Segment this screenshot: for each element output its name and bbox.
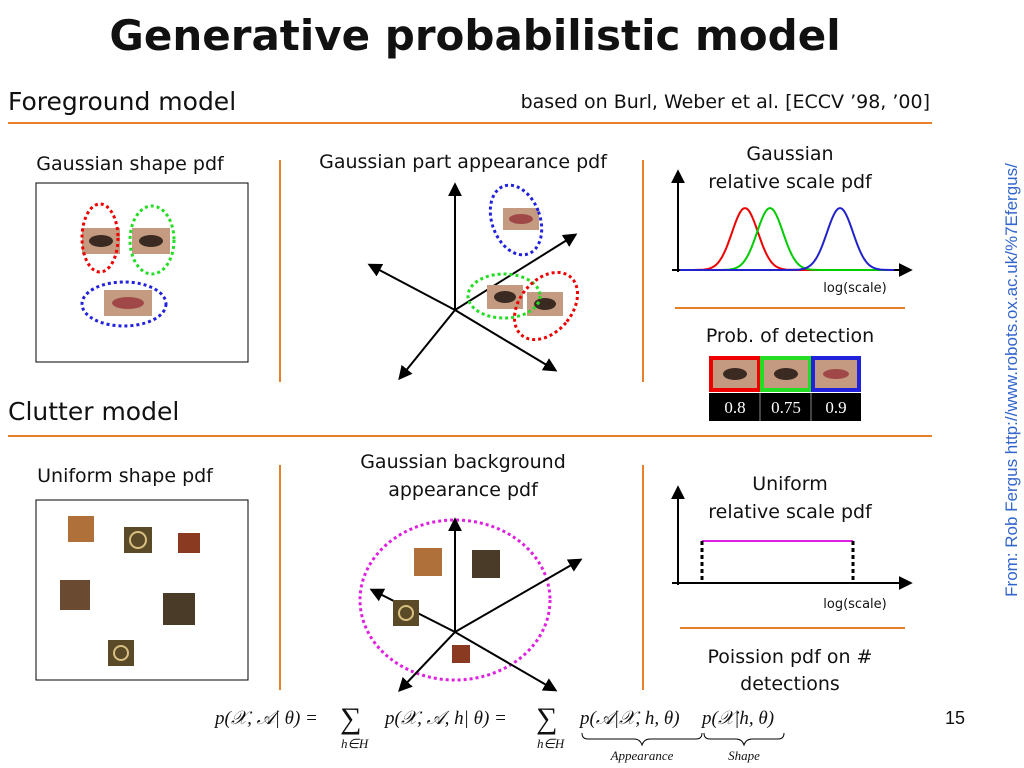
underbrace — [581, 732, 703, 747]
panel-label: appearance pdf — [388, 479, 539, 501]
shape-box — [35, 499, 249, 681]
background-axes — [358, 517, 583, 693]
panel-label: relative scale pdf — [708, 501, 873, 523]
formula: p(𝒳|h, θ) — [700, 708, 774, 729]
formula: p(𝒳, 𝒜| θ) = — [213, 708, 318, 729]
gaussian-curve — [680, 206, 894, 271]
detection-prob: 0.75 — [771, 398, 801, 417]
detection-prob: 0.8 — [724, 398, 745, 417]
shape-box — [35, 182, 249, 363]
slide-title: Generative probabilistic model — [109, 11, 840, 60]
panel-label: Gaussian part appearance pdf — [319, 151, 608, 173]
axis-label: log(scale) — [823, 597, 886, 612]
face-parts — [80, 202, 176, 328]
detection-prob: 0.9 — [825, 398, 846, 417]
formula: ∑ — [536, 702, 557, 735]
panel-label: Poission pdf on # — [708, 646, 873, 668]
gaussian-curve — [680, 207, 894, 271]
formula: p(𝒳, 𝒜, h| θ) = — [383, 708, 507, 729]
underbrace — [703, 732, 785, 747]
formula: Shape — [728, 748, 760, 763]
citation: based on Burl, Weber et al. [ECCV ’98, ’… — [521, 91, 930, 113]
panel-label: Gaussian — [746, 143, 833, 165]
gaussian-curve — [680, 206, 894, 271]
formula: h∈H — [341, 736, 369, 751]
clutter-patches — [60, 516, 200, 666]
section-heading: Foreground model — [8, 87, 236, 116]
panel-label: Uniform — [752, 473, 828, 495]
formula: p(𝒜|𝒳, h, θ) — [578, 708, 680, 729]
appearance-axes — [367, 182, 580, 381]
page-number: 15 — [945, 708, 965, 728]
formula-bg — [210, 696, 810, 768]
scale-curves — [680, 206, 894, 271]
panel-label: Prob. of detection — [706, 325, 874, 347]
formula: h∈H — [537, 736, 565, 751]
axis-label: log(scale) — [823, 281, 886, 296]
section-heading: Clutter model — [8, 397, 179, 426]
panel-label: detections — [740, 673, 840, 695]
panel-label: Uniform shape pdf — [37, 465, 214, 487]
panel-label: relative scale pdf — [708, 171, 873, 193]
uniform-pdf — [671, 485, 913, 590]
formula: ∑ — [340, 702, 361, 735]
detection-patches — [709, 356, 861, 421]
panel-label: Gaussian background — [360, 451, 566, 473]
panel-label: Gaussian shape pdf — [36, 153, 225, 175]
formula: Appearance — [610, 748, 674, 763]
source-credit: From: Rob Fergus http://www.robots.ox.ac… — [1002, 163, 1021, 597]
